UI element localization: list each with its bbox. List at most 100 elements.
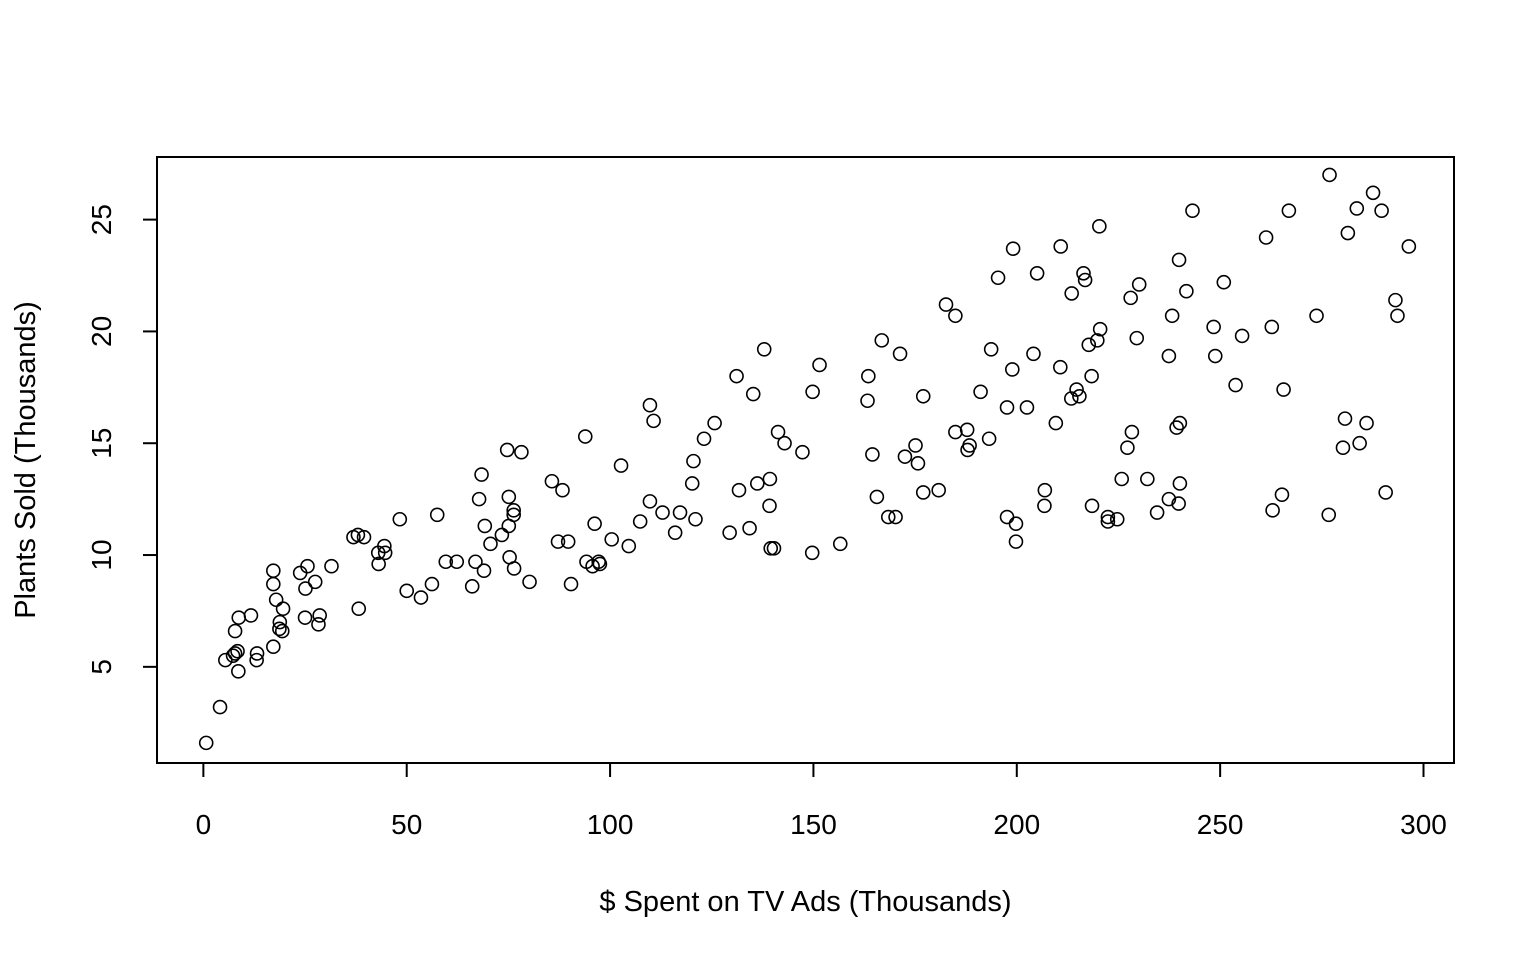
data-point [1281, 203, 1297, 218]
data-point [812, 357, 827, 373]
data-point [1129, 330, 1145, 346]
data-point [483, 536, 498, 552]
data-point [268, 592, 284, 608]
data-point [1390, 308, 1405, 324]
data-point [1349, 201, 1365, 216]
data-point [544, 473, 560, 489]
data-point [888, 509, 903, 525]
data-point [1365, 185, 1381, 201]
data-point [351, 601, 367, 617]
data-point [1161, 491, 1177, 507]
data-point [874, 333, 890, 348]
data-point [1072, 388, 1087, 404]
data-point [560, 534, 576, 549]
data-point [1069, 382, 1084, 397]
x-tick-label: 100 [587, 809, 634, 840]
data-point [231, 664, 246, 679]
data-point [1008, 534, 1024, 549]
data-point [973, 384, 988, 400]
data-point [1388, 292, 1403, 308]
data-point [227, 623, 243, 639]
data-point [1322, 167, 1337, 183]
y-tick-label: 5 [86, 659, 117, 675]
data-point [1340, 225, 1356, 241]
x-tick-label: 250 [1197, 809, 1244, 840]
data-point [1084, 498, 1100, 514]
data-point [225, 648, 241, 663]
data-point [198, 735, 214, 751]
data-point [642, 494, 658, 509]
data-point [377, 538, 392, 554]
data-point [477, 518, 493, 534]
data-point [667, 525, 683, 540]
data-point [1179, 283, 1194, 299]
data-point [371, 556, 386, 572]
x-tick-label: 150 [790, 809, 837, 840]
data-point [672, 505, 688, 520]
data-point [218, 652, 233, 668]
data-point [1352, 435, 1367, 451]
data-point [1114, 471, 1130, 487]
data-point [1109, 511, 1125, 527]
data-point [1172, 415, 1188, 431]
data-point [865, 447, 880, 462]
data-point [563, 576, 579, 592]
data-point [1172, 476, 1188, 491]
data-point [506, 561, 522, 576]
data-point [1321, 507, 1337, 523]
data-point [999, 400, 1015, 415]
data-point [910, 456, 926, 471]
data-point [506, 507, 521, 523]
data-point [266, 639, 281, 655]
data-point [696, 431, 712, 447]
data-point [555, 482, 570, 498]
data-point [880, 509, 896, 525]
data-point [1274, 487, 1290, 502]
y-axis: 5 10 15 20 25 [86, 204, 158, 675]
data-point [392, 511, 408, 527]
data-point [931, 482, 946, 498]
data-point [1337, 411, 1353, 426]
data-point [514, 444, 529, 460]
data-point [908, 438, 923, 453]
data-point [1026, 346, 1041, 362]
data-point [762, 498, 777, 514]
data-point [272, 621, 287, 637]
data-point [1100, 514, 1116, 529]
data-point [311, 617, 326, 632]
data-point [274, 623, 290, 639]
data-point [522, 574, 537, 590]
data-point [577, 429, 593, 444]
y-tick-label: 20 [86, 316, 117, 347]
data-point [729, 368, 744, 384]
data-point [860, 393, 875, 409]
data-point [429, 507, 445, 523]
data-point [655, 505, 670, 520]
data-point [962, 438, 977, 453]
data-point [501, 489, 517, 505]
data-point [438, 554, 454, 570]
data-point [1264, 319, 1280, 335]
data-point [1309, 308, 1324, 324]
y-tick-label: 15 [86, 428, 117, 459]
data-point [1124, 424, 1140, 440]
data-point [227, 646, 243, 661]
data-point [766, 541, 782, 556]
data-point [646, 413, 661, 429]
x-tick-label: 50 [391, 809, 422, 840]
data-point [745, 386, 761, 402]
data-point [632, 514, 648, 529]
x-tick-label: 0 [196, 809, 212, 840]
data-point [1185, 203, 1200, 218]
data-point [272, 614, 288, 630]
data-point [750, 476, 765, 491]
data-point [722, 525, 737, 540]
data-point [1378, 485, 1393, 500]
data-point [892, 346, 908, 362]
data-point [1401, 239, 1417, 254]
data-point [1092, 321, 1108, 337]
data-point [981, 431, 997, 447]
data-point [1090, 333, 1105, 348]
data-point [1265, 503, 1280, 518]
data-point [1169, 420, 1184, 435]
